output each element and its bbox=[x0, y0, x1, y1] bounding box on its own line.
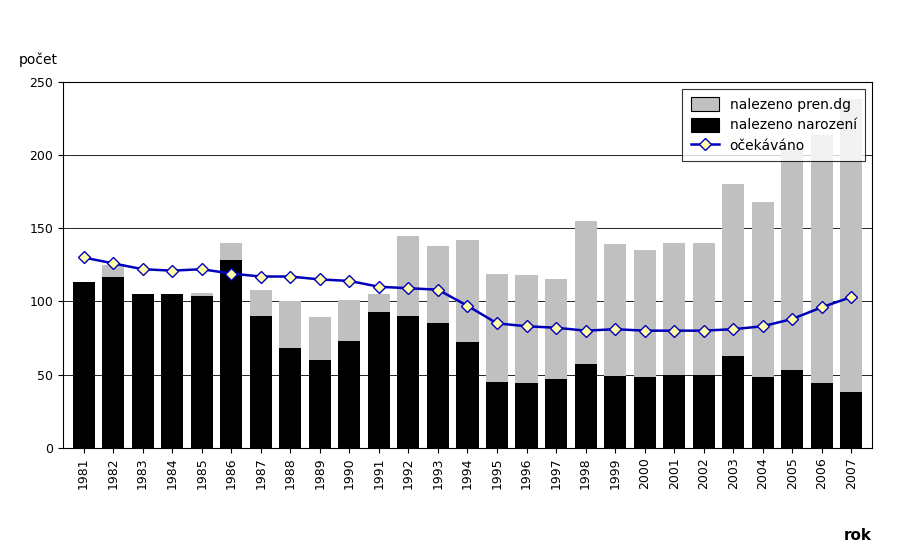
Bar bbox=[722, 355, 744, 448]
Bar bbox=[574, 221, 597, 364]
Bar bbox=[131, 294, 154, 448]
Bar bbox=[841, 99, 862, 392]
Bar bbox=[368, 294, 390, 312]
Bar bbox=[280, 301, 301, 348]
Bar bbox=[604, 376, 627, 448]
Bar bbox=[368, 312, 390, 448]
Bar bbox=[220, 260, 243, 448]
Bar bbox=[486, 274, 508, 382]
Bar bbox=[102, 265, 124, 276]
Bar bbox=[486, 382, 508, 448]
Bar bbox=[841, 392, 862, 448]
Bar bbox=[604, 244, 627, 376]
Bar bbox=[338, 300, 360, 341]
Bar bbox=[781, 148, 804, 370]
Bar bbox=[811, 134, 832, 383]
Bar bbox=[102, 276, 124, 448]
Bar bbox=[781, 370, 804, 448]
Bar bbox=[308, 360, 331, 448]
Bar bbox=[191, 295, 213, 448]
Bar bbox=[250, 316, 271, 448]
Bar bbox=[752, 202, 774, 377]
Bar bbox=[574, 364, 597, 448]
Bar bbox=[545, 280, 567, 379]
Bar bbox=[338, 341, 360, 448]
Legend: nalezeno pren.dg, nalezeno narození, očekáváno: nalezeno pren.dg, nalezeno narození, oče… bbox=[682, 89, 865, 161]
Bar bbox=[220, 243, 243, 260]
Bar bbox=[634, 250, 655, 377]
Bar bbox=[515, 275, 538, 383]
Bar bbox=[161, 294, 183, 448]
Bar bbox=[811, 383, 832, 448]
Bar bbox=[457, 342, 478, 448]
Bar bbox=[663, 243, 685, 375]
Bar bbox=[427, 246, 449, 323]
Bar bbox=[427, 323, 449, 448]
Bar bbox=[722, 185, 744, 355]
Bar bbox=[634, 377, 655, 448]
Bar bbox=[545, 379, 567, 448]
Bar bbox=[515, 383, 538, 448]
Bar bbox=[692, 375, 715, 448]
Bar bbox=[191, 293, 213, 295]
Text: rok: rok bbox=[844, 528, 872, 543]
Bar bbox=[663, 375, 685, 448]
Bar bbox=[250, 290, 271, 316]
Bar bbox=[752, 377, 774, 448]
Bar bbox=[397, 316, 420, 448]
Bar bbox=[280, 348, 301, 448]
Bar bbox=[457, 240, 478, 342]
Bar bbox=[308, 317, 331, 360]
Bar bbox=[397, 235, 420, 316]
Text: počet: počet bbox=[19, 52, 58, 67]
Bar bbox=[73, 282, 94, 448]
Bar bbox=[692, 243, 715, 375]
